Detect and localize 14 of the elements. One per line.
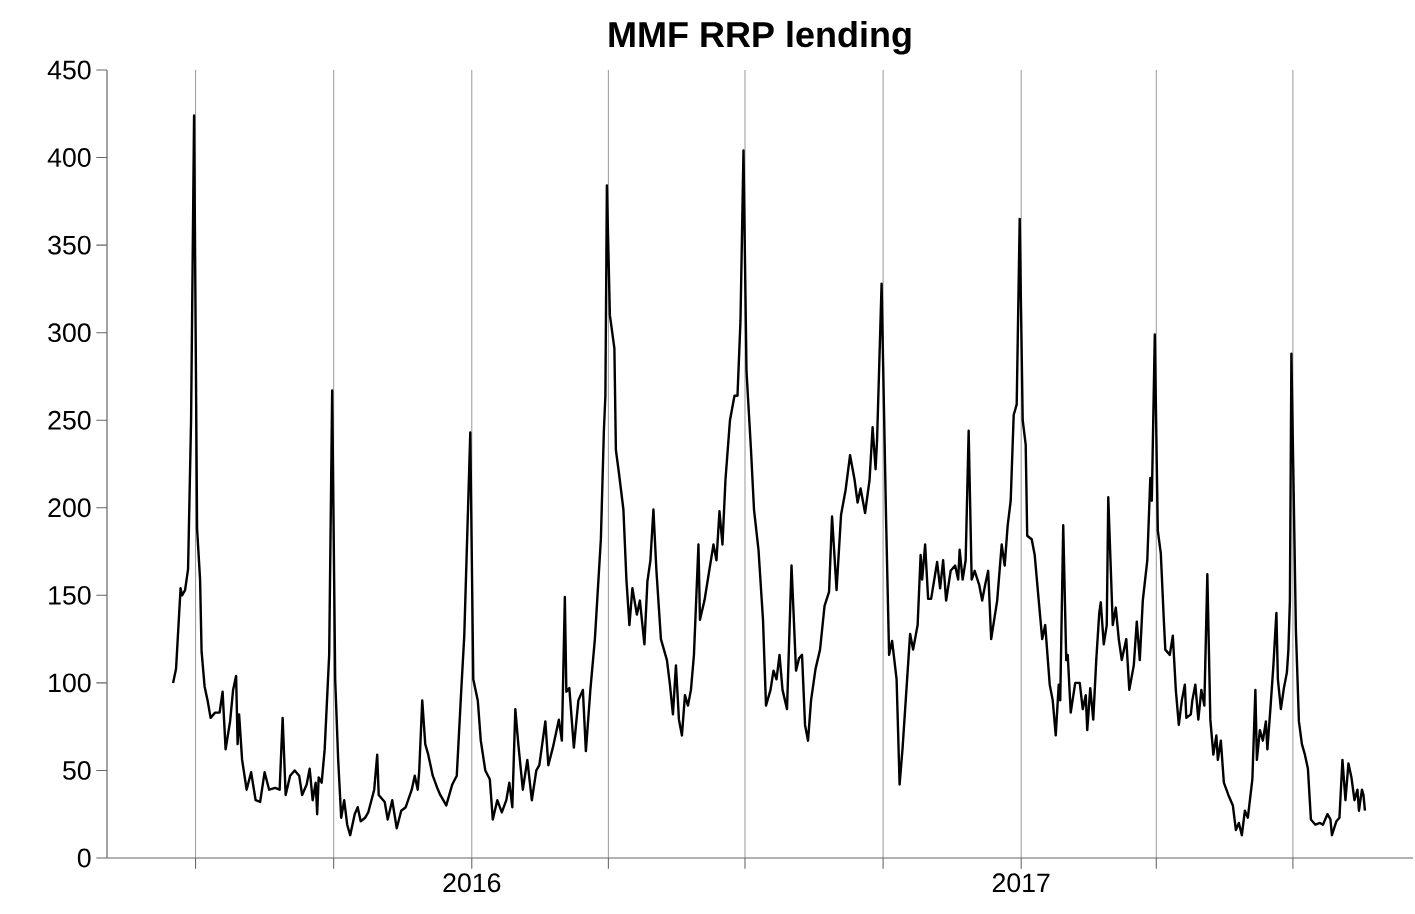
y-tick-label: 350 [48,235,91,255]
chart-title: MMF RRP lending [609,20,911,55]
line-series [171,114,1367,837]
y-tick-label: 150 [49,585,91,605]
y-tick-label: 450 [47,60,91,80]
y-tick-label: 100 [49,673,91,693]
x-tick-label: 2017 [992,873,1050,893]
y-tick-label: 300 [48,323,91,343]
y-tick-label: 50 [63,761,91,780]
x-tick-label: 2016 [443,873,501,893]
y-tick-label: 200 [48,498,91,518]
y-tick-label: 250 [48,410,91,430]
y-tick-label: 0 [77,848,91,868]
y-tick-label: 400 [47,148,91,167]
